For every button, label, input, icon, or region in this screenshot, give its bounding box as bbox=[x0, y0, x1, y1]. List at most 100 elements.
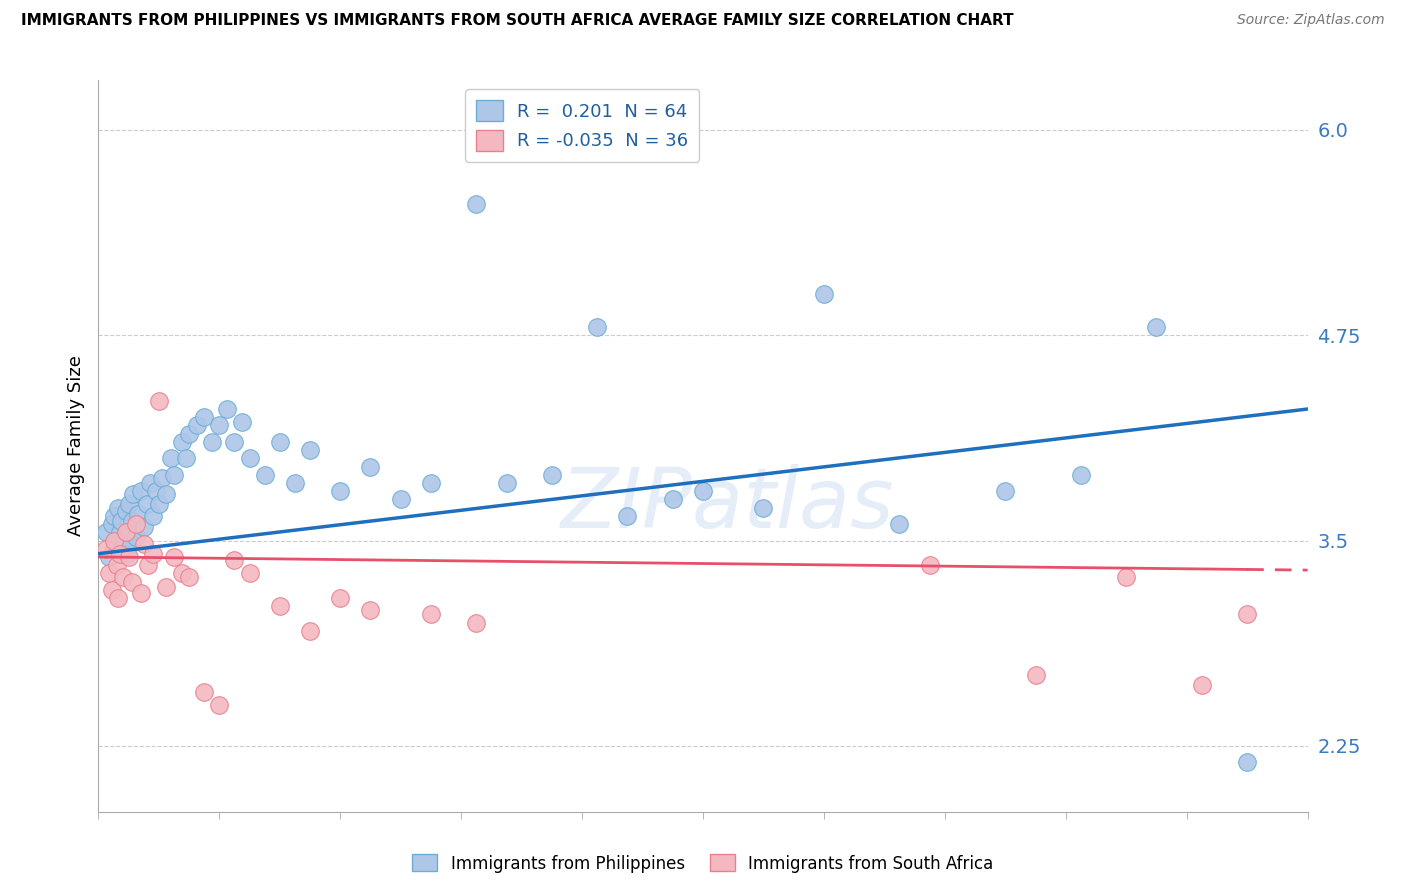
Point bbox=[231, 415, 253, 429]
Point bbox=[269, 434, 291, 449]
Point bbox=[239, 451, 262, 466]
Point bbox=[118, 549, 141, 564]
Point bbox=[150, 471, 173, 485]
Point bbox=[465, 615, 488, 630]
Point bbox=[889, 517, 911, 532]
Point bbox=[101, 517, 124, 532]
Point bbox=[813, 287, 835, 301]
Point bbox=[224, 553, 246, 567]
Point bbox=[918, 558, 941, 573]
Point bbox=[107, 500, 129, 515]
Point bbox=[253, 467, 276, 482]
Point bbox=[1144, 319, 1167, 334]
Point bbox=[208, 698, 231, 712]
Point bbox=[389, 492, 412, 507]
Point bbox=[118, 525, 141, 540]
Y-axis label: Average Family Size: Average Family Size bbox=[66, 356, 84, 536]
Point bbox=[269, 599, 291, 614]
Legend: R =  0.201  N = 64, R = -0.035  N = 36: R = 0.201 N = 64, R = -0.035 N = 36 bbox=[465, 89, 699, 161]
Point bbox=[139, 475, 162, 490]
Point bbox=[155, 487, 177, 501]
Point bbox=[360, 459, 382, 474]
Point bbox=[1115, 569, 1137, 583]
Point bbox=[540, 467, 562, 482]
Point bbox=[122, 487, 145, 501]
Point bbox=[101, 582, 124, 597]
Point bbox=[661, 492, 683, 507]
Point bbox=[1236, 607, 1258, 622]
Point bbox=[163, 549, 186, 564]
Point bbox=[129, 586, 152, 600]
Point bbox=[1070, 467, 1092, 482]
Point bbox=[125, 517, 148, 532]
Point bbox=[179, 426, 201, 441]
Point bbox=[127, 507, 149, 521]
Point bbox=[420, 475, 443, 490]
Point bbox=[465, 196, 488, 211]
Point bbox=[125, 530, 148, 544]
Point bbox=[360, 602, 382, 616]
Point bbox=[108, 525, 131, 540]
Point bbox=[239, 566, 262, 581]
Point bbox=[108, 547, 131, 561]
Point bbox=[98, 566, 121, 581]
Point bbox=[208, 418, 231, 433]
Point bbox=[132, 520, 155, 534]
Point bbox=[1236, 756, 1258, 770]
Point bbox=[616, 508, 638, 523]
Point bbox=[193, 410, 215, 425]
Point bbox=[174, 451, 197, 466]
Point bbox=[121, 574, 143, 589]
Text: ZIPatlas: ZIPatlas bbox=[561, 464, 894, 545]
Point bbox=[186, 418, 208, 433]
Point bbox=[495, 475, 517, 490]
Point bbox=[105, 533, 128, 548]
Point bbox=[155, 580, 177, 594]
Point bbox=[692, 484, 714, 499]
Point bbox=[112, 533, 135, 548]
Point bbox=[103, 508, 125, 523]
Point bbox=[160, 451, 183, 466]
Point bbox=[299, 443, 322, 458]
Point bbox=[105, 558, 128, 573]
Point bbox=[163, 467, 186, 482]
Point bbox=[129, 484, 152, 499]
Point bbox=[110, 514, 132, 528]
Point bbox=[1191, 678, 1213, 692]
Point bbox=[111, 569, 134, 583]
Point bbox=[142, 547, 165, 561]
Point bbox=[179, 569, 201, 583]
Point bbox=[193, 684, 215, 698]
Point bbox=[148, 393, 170, 408]
Point bbox=[145, 484, 167, 499]
Text: Source: ZipAtlas.com: Source: ZipAtlas.com bbox=[1237, 13, 1385, 28]
Point bbox=[94, 525, 117, 540]
Point bbox=[752, 500, 775, 515]
Point bbox=[132, 537, 155, 551]
Point bbox=[115, 547, 138, 561]
Point bbox=[120, 537, 142, 551]
Point bbox=[420, 607, 443, 622]
Point bbox=[135, 497, 157, 511]
Point bbox=[170, 434, 193, 449]
Text: IMMIGRANTS FROM PHILIPPINES VS IMMIGRANTS FROM SOUTH AFRICA AVERAGE FAMILY SIZE : IMMIGRANTS FROM PHILIPPINES VS IMMIGRANT… bbox=[21, 13, 1014, 29]
Point bbox=[98, 549, 121, 564]
Point bbox=[284, 475, 307, 490]
Point bbox=[224, 434, 246, 449]
Point bbox=[329, 484, 352, 499]
Point bbox=[103, 541, 125, 556]
Point bbox=[114, 504, 136, 518]
Point bbox=[114, 525, 136, 540]
Point bbox=[329, 591, 352, 605]
Point bbox=[170, 566, 193, 581]
Point bbox=[215, 402, 238, 417]
Point bbox=[121, 514, 143, 528]
Point bbox=[110, 541, 132, 556]
Point bbox=[94, 541, 117, 556]
Point bbox=[118, 497, 141, 511]
Point bbox=[299, 624, 322, 638]
Point bbox=[142, 508, 165, 523]
Point bbox=[136, 558, 159, 573]
Point bbox=[1024, 668, 1046, 682]
Point bbox=[103, 533, 125, 548]
